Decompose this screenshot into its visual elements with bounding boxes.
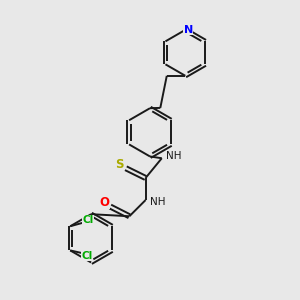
- Text: Cl: Cl: [81, 251, 93, 261]
- Text: NH: NH: [150, 196, 166, 206]
- Text: O: O: [99, 196, 110, 208]
- Text: S: S: [115, 158, 124, 171]
- Text: Cl: Cl: [82, 215, 94, 225]
- Text: N: N: [184, 25, 193, 35]
- Text: NH: NH: [167, 151, 182, 161]
